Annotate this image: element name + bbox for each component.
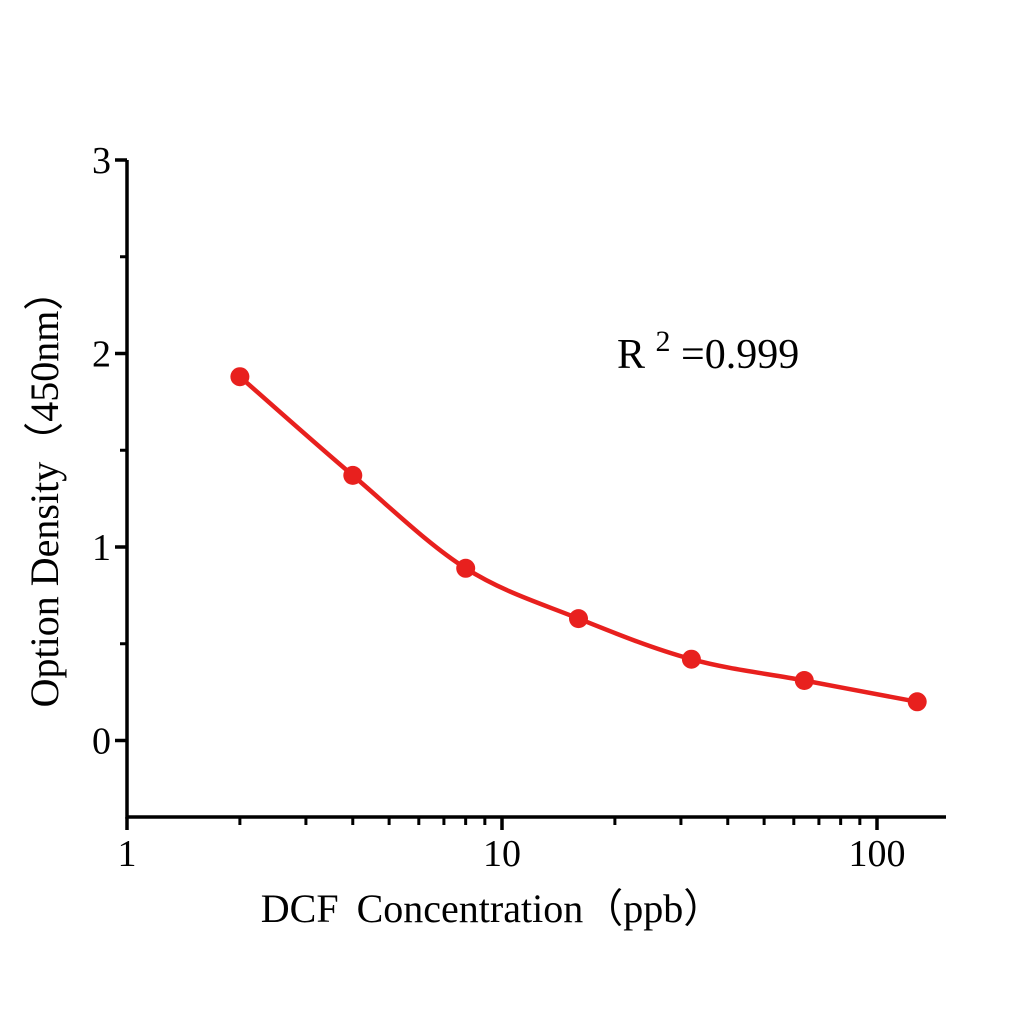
data-point <box>681 649 701 669</box>
data-points <box>230 367 927 712</box>
axis-ticks <box>115 158 879 830</box>
y-tick-label: 1 <box>92 527 111 569</box>
y-tick-label: 0 <box>92 721 111 763</box>
data-point <box>794 671 814 690</box>
r-squared-superscript: 2 <box>656 325 671 358</box>
y-tick-label: 2 <box>92 334 111 376</box>
x-tick-label: 10 <box>483 833 521 875</box>
y-tick-label: 3 <box>92 140 111 182</box>
x-tick-label: 100 <box>849 833 906 875</box>
data-point <box>343 465 363 485</box>
r-squared-value: =0.999 <box>681 332 799 378</box>
axis-tick-labels: 0 1 2 3 1 10 100 <box>92 140 906 875</box>
data-point <box>230 367 250 387</box>
y-axis-label: Option Density（450nm） <box>22 271 67 708</box>
x-axis-label: DCF Concentration（ppb） <box>261 886 723 931</box>
x-tick-label: 1 <box>118 833 137 875</box>
axes <box>125 160 946 819</box>
data-point <box>456 558 476 578</box>
r-squared-annotation: R 2 =0.999 <box>617 315 799 378</box>
data-point <box>569 609 588 629</box>
r-squared-base: R <box>617 332 645 378</box>
fit-curve <box>237 374 920 705</box>
data-point <box>907 692 927 712</box>
